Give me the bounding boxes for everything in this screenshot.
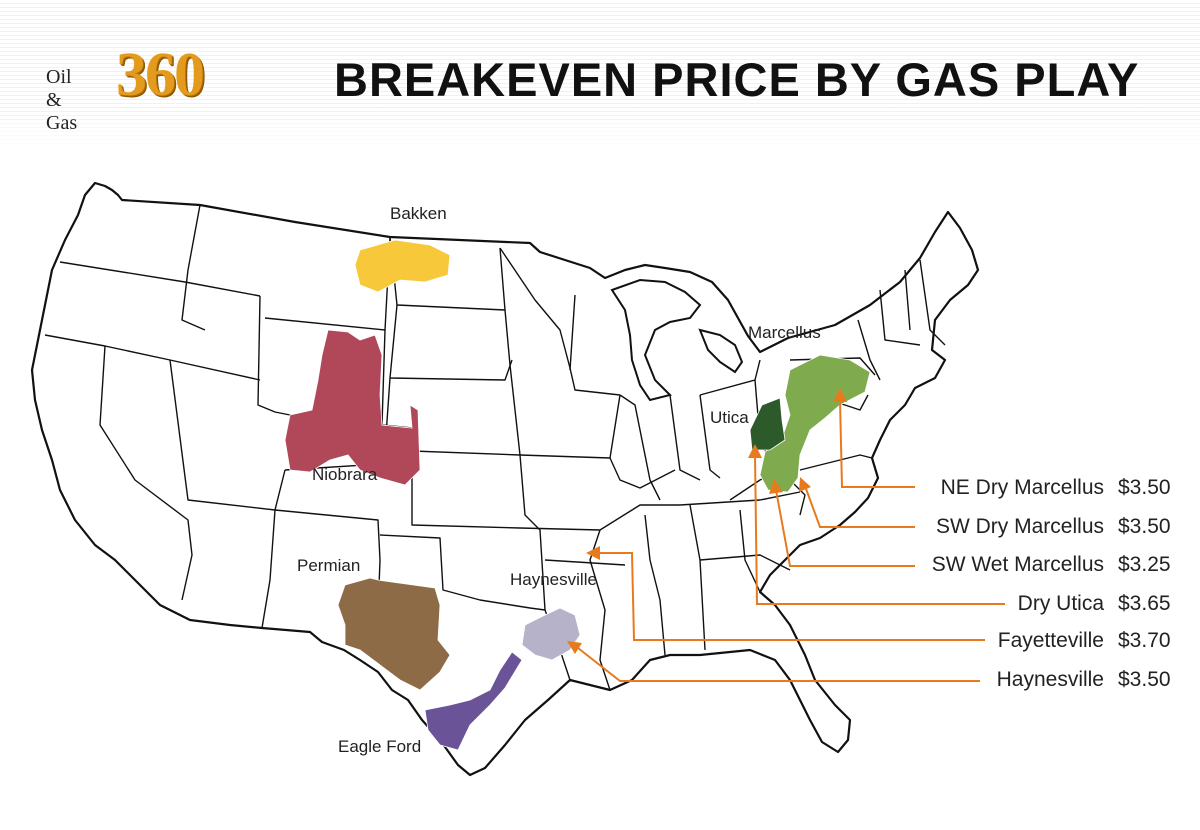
callout-arrows: [577, 399, 1005, 682]
arrowhead-haynesville: [567, 641, 582, 654]
legend-price: $3.70: [1118, 629, 1171, 652]
label-haynesville-map: Haynesville: [510, 570, 597, 589]
permian-region: [337, 577, 451, 691]
niobrara-region: [284, 329, 421, 486]
arrow-sw-wet-marcellus: [775, 489, 915, 567]
arrowheads: [567, 388, 847, 654]
legend-name: Fayetteville: [997, 629, 1104, 652]
arrowhead-ne-dry-marcellus: [833, 388, 847, 402]
label-eagle-ford: Eagle Ford: [338, 737, 421, 756]
legend-price: $3.25: [1118, 553, 1171, 576]
label-permian: Permian: [297, 556, 360, 575]
label-niobrara: Niobrara: [312, 465, 378, 484]
arrowhead-fayetteville: [586, 546, 600, 560]
arrow-sw-dry-marcellus: [804, 485, 915, 528]
legend-price: $3.65: [1118, 592, 1171, 615]
logo-text-small: Oil & Gas: [46, 66, 78, 134]
legend-name: SW Dry Marcellus: [935, 515, 1104, 538]
arrow-ne-dry-marcellus: [839, 399, 915, 488]
legend-price: $3.50: [1118, 515, 1171, 538]
legend-name: NE Dry Marcellus: [940, 476, 1104, 499]
arrow-dry-utica: [754, 454, 1005, 605]
utica-region: [749, 397, 786, 451]
header-fade: [0, 110, 1200, 150]
arrowhead-sw-wet-marcellus: [769, 479, 783, 494]
legend-name: SW Wet Marcellus: [931, 553, 1104, 576]
arrow-fayetteville: [598, 552, 985, 641]
logo-number: 360: [116, 41, 205, 109]
arrowhead-sw-dry-marcellus: [799, 477, 811, 492]
label-bakken: Bakken: [390, 204, 447, 223]
legend-price: $3.50: [1118, 476, 1171, 499]
arrowhead-dry-utica: [748, 444, 762, 458]
eagle-ford-region: [424, 651, 523, 751]
arrow-haynesville: [577, 647, 980, 682]
great-lakes: [610, 278, 744, 402]
legend-price: $3.50: [1118, 668, 1171, 691]
label-marcellus: Marcellus: [748, 323, 821, 342]
page-title: BREAKEVEN PRICE BY GAS PLAY: [334, 53, 1140, 106]
bakken-region: [354, 239, 451, 293]
legend-name: Haynesville: [996, 668, 1104, 691]
label-utica: Utica: [710, 408, 749, 427]
legend-name: Dry Utica: [1017, 592, 1104, 615]
